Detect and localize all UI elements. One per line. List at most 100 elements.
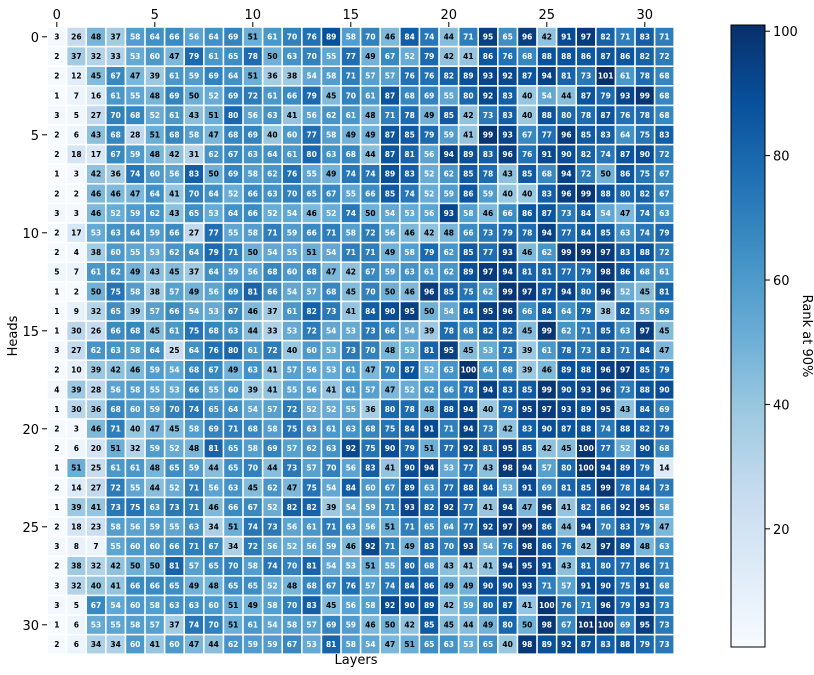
heatmap-cell — [459, 27, 478, 46]
cell-value-label: 62 — [91, 346, 101, 355]
heatmap-cell — [204, 282, 223, 301]
x-tick-label: 0 — [53, 8, 61, 23]
heatmap-cell — [204, 243, 223, 262]
cell-value-label: 46 — [110, 189, 120, 198]
heatmap-cell — [87, 106, 105, 125]
cell-value-label: 78 — [483, 170, 493, 179]
cell-value-label: 71 — [542, 581, 552, 590]
cell-value-label: 33 — [110, 52, 120, 61]
cell-value-label: 63 — [267, 111, 277, 120]
heatmap-cell — [537, 223, 556, 242]
heatmap-cell — [616, 361, 635, 379]
cell-value-label: 59 — [385, 268, 395, 277]
y-tick-label: 25 — [22, 521, 39, 536]
heatmap-cell — [106, 302, 125, 321]
cell-value-label: 41 — [287, 111, 297, 120]
cell-value-label: 41 — [150, 640, 160, 649]
cell-value-label: 75 — [620, 581, 630, 590]
cell-value-label: 71 — [385, 503, 395, 512]
cell-value-label: 38 — [91, 248, 101, 257]
cell-value-label: 48 — [150, 91, 160, 100]
cell-value-label: 44 — [150, 483, 160, 492]
cell-value-label: 70 — [306, 52, 316, 61]
heatmap-cell — [498, 47, 517, 66]
cell-value-label: 97 — [483, 268, 493, 277]
heatmap-cell — [126, 243, 145, 262]
cell-value-label: 72 — [110, 483, 120, 492]
heatmap-cell — [596, 165, 615, 183]
heatmap-cell — [106, 459, 125, 477]
heatmap-cell — [145, 400, 164, 419]
heatmap-cell — [204, 419, 223, 438]
cell-value-label: 39 — [522, 366, 532, 375]
cell-value-label: 57 — [542, 464, 552, 473]
cell-value-label: 42 — [444, 52, 454, 61]
heatmap-cell — [635, 47, 654, 66]
heatmap-cell — [204, 380, 223, 399]
cell-value-label: 68 — [228, 131, 238, 140]
cell-value-label: 95 — [600, 405, 610, 414]
cell-value-label: 74 — [189, 405, 199, 414]
heatmap-cell — [557, 86, 576, 105]
heatmap-cell — [87, 361, 105, 379]
cell-value-label: 42 — [346, 268, 356, 277]
cell-value-label: 54 — [326, 483, 336, 492]
cell-value-label: 65 — [228, 52, 238, 61]
cell-value-label: 61 — [169, 72, 179, 81]
cell-value-label: 68 — [346, 150, 356, 159]
heatmap-cell — [165, 145, 184, 164]
cell-value-label: 44 — [463, 621, 473, 630]
cell-value-label: 83 — [365, 464, 375, 473]
cell-value-label: 44 — [248, 327, 258, 336]
cell-value-label: 94 — [444, 150, 454, 159]
heatmap-cell — [459, 86, 478, 105]
heatmap-cell — [341, 478, 360, 497]
heatmap-cell — [47, 165, 66, 183]
cell-value-label: 84 — [404, 425, 414, 434]
cell-value-label: 69 — [620, 621, 630, 630]
heatmap-cell — [283, 223, 301, 242]
heatmap-cell — [361, 321, 380, 340]
heatmap-cell — [322, 321, 341, 340]
cell-value-label: 53 — [287, 327, 297, 336]
heatmap-cell — [616, 302, 635, 321]
heatmap-cell — [381, 400, 399, 419]
heatmap-cell — [283, 243, 301, 262]
heatmap-cell — [67, 67, 86, 85]
cell-value-label: 88 — [581, 366, 591, 375]
cell-value-label: 87 — [620, 150, 630, 159]
cell-value-label: 63 — [189, 523, 199, 532]
heatmap-cell — [126, 125, 145, 144]
cell-value-label: 47 — [326, 268, 336, 277]
heatmap-cell — [145, 439, 164, 458]
cell-value-label: 90 — [640, 444, 650, 453]
heatmap-cell — [596, 282, 615, 301]
cell-value-label: 50 — [91, 287, 101, 296]
cell-value-label: 46 — [91, 189, 101, 198]
heatmap-cell — [518, 439, 537, 458]
heatmap-cell — [459, 184, 478, 203]
heatmap-cell — [283, 106, 301, 125]
heatmap-cell — [67, 321, 86, 340]
cell-value-label: 49 — [365, 131, 375, 140]
cell-value-label: 61 — [208, 52, 218, 61]
heatmap-cell — [518, 380, 537, 399]
cell-value-label: 44 — [267, 464, 277, 473]
heatmap-cell — [596, 204, 615, 223]
heatmap-cell — [381, 106, 399, 125]
cell-value-label: 54 — [169, 366, 179, 375]
cell-value-label: 2 — [54, 248, 59, 257]
heatmap-cell — [145, 125, 164, 144]
heatmap-cell — [459, 302, 478, 321]
heatmap-cell — [498, 302, 517, 321]
cell-value-label: 2 — [54, 523, 59, 532]
cell-value-label: 72 — [248, 542, 258, 551]
heatmap-cell — [243, 263, 262, 281]
heatmap-cell — [498, 321, 517, 340]
heatmap-cell — [479, 459, 497, 477]
cell-value-label: 94 — [542, 72, 552, 81]
heatmap-cell — [400, 145, 419, 164]
cell-value-label: 89 — [620, 464, 630, 473]
cell-value-label: 80 — [404, 562, 414, 571]
cell-value-label: 48 — [150, 150, 160, 159]
